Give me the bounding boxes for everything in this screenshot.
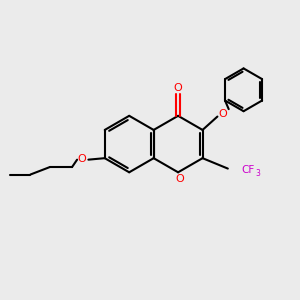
Text: O: O: [174, 83, 182, 93]
Text: CF: CF: [241, 165, 254, 175]
Text: O: O: [218, 109, 227, 118]
Text: O: O: [77, 154, 86, 164]
Text: 3: 3: [255, 169, 260, 178]
Text: O: O: [175, 174, 184, 184]
